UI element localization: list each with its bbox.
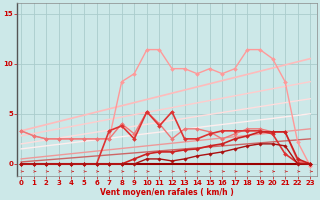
X-axis label: Vent moyen/en rafales ( km/h ): Vent moyen/en rafales ( km/h ) xyxy=(100,188,234,197)
